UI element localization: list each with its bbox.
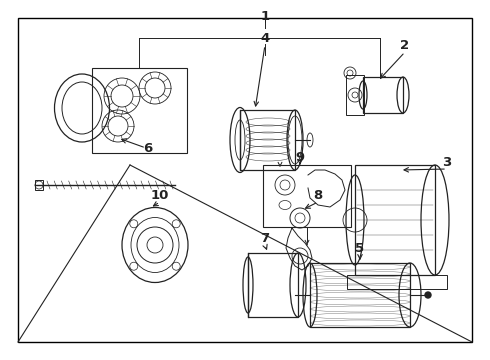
Text: 6: 6: [144, 141, 152, 154]
Text: 9: 9: [295, 150, 305, 163]
Text: 4: 4: [260, 32, 270, 45]
Bar: [263, 165, 351, 227]
Text: 5: 5: [355, 242, 365, 255]
Bar: [240, 110, 295, 170]
Circle shape: [425, 292, 431, 298]
Text: 1: 1: [261, 10, 270, 23]
Bar: [248, 253, 298, 317]
Text: 10: 10: [151, 189, 169, 202]
Text: 7: 7: [261, 231, 270, 244]
Bar: [355, 165, 435, 275]
Bar: [92, 68, 187, 153]
Text: 3: 3: [442, 156, 452, 168]
Bar: [346, 75, 364, 115]
Bar: [363, 77, 403, 113]
Text: 8: 8: [314, 189, 322, 202]
Bar: [347, 275, 447, 289]
Text: 2: 2: [400, 39, 410, 51]
Bar: [310, 263, 410, 327]
Bar: [35, 180, 43, 190]
